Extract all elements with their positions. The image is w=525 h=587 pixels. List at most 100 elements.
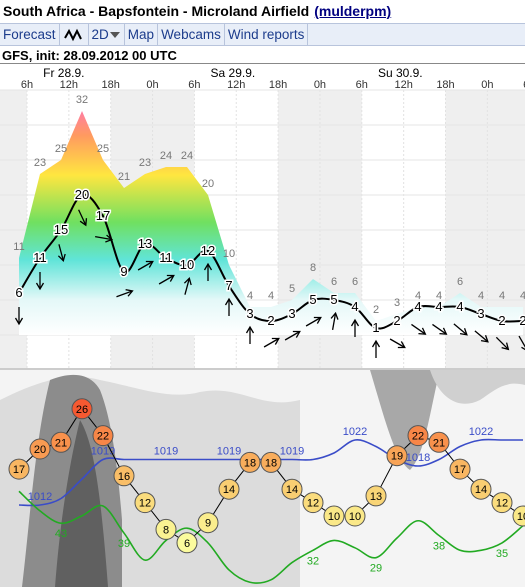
pressure-label: 1022: [469, 426, 493, 438]
tab-2d[interactable]: 2D: [89, 24, 125, 45]
temperature-point: [71, 398, 93, 420]
arrow-shaft: [158, 275, 174, 285]
wave-icon: [63, 28, 82, 41]
wind-arrow: [203, 262, 213, 281]
temperature-label: 10: [328, 511, 340, 523]
wind-label: 3: [246, 306, 253, 321]
dropdown-arrow: [109, 31, 120, 38]
arrow-head: [35, 282, 45, 291]
arrow-head: [418, 327, 427, 335]
wind-label: 3: [288, 306, 295, 321]
location-title: South Africa - Bapsfontein - Microland A…: [3, 3, 310, 19]
wind-arrow: [224, 297, 234, 316]
gust-label: 6: [457, 276, 463, 288]
gust-label: 4: [499, 290, 505, 302]
cloud-right-light: [430, 370, 525, 404]
gust-label: 23: [34, 157, 46, 169]
gust-label: 25: [55, 143, 67, 155]
temperature-label: 22: [412, 431, 424, 443]
gust-area: [19, 111, 523, 335]
temperature-label: 18: [244, 457, 256, 469]
temperature-label: 8: [163, 524, 169, 536]
wind-arrow: [57, 244, 66, 262]
plot-layer: 6h 12h 18h 0h 6h 12h 18h 0h 6h 12h 18h 0h 6h Fr 28.9.…: [8, 66, 525, 584]
tab-webcams[interactable]: Webcams: [158, 24, 225, 45]
temperature-label: 17: [13, 464, 25, 476]
wind-arrow: [158, 274, 175, 285]
arrow-shaft: [184, 279, 190, 295]
hour-label: 0h: [146, 79, 158, 91]
arrow-head: [459, 328, 468, 336]
gust-label: 4: [520, 290, 525, 302]
hour-label: 12h: [227, 79, 245, 91]
humidity-label: 29: [370, 563, 382, 575]
temperature-label: 16: [118, 471, 130, 483]
temperature-point: [512, 505, 525, 527]
temperature-label: 18: [265, 457, 277, 469]
arrow-head: [166, 274, 175, 282]
temperature-label: 21: [55, 437, 67, 449]
wind-arrow: [518, 335, 525, 352]
arrow-head: [350, 318, 360, 327]
tab-graph-icon[interactable]: [60, 24, 89, 45]
temperature-point: [197, 512, 219, 534]
arrow-head: [57, 253, 66, 262]
arrow-head: [480, 335, 489, 343]
temperature-label: 10: [517, 511, 525, 523]
wind-arrow: [35, 272, 45, 291]
pressure-label: 1019: [91, 446, 115, 458]
temperature-label: 20: [34, 444, 46, 456]
wind-arrow: [371, 339, 381, 358]
wind-curve: [18, 193, 524, 330]
wind-arrow: [432, 323, 448, 335]
pressure-label: 1019: [217, 446, 241, 458]
wind-arrow: [284, 330, 301, 341]
wind-label: 15: [54, 222, 68, 237]
arrow-shaft: [284, 331, 300, 341]
meteogram: 6h 12h 18h 0h 6h 12h 18h 0h 6h 12h 18h 0h 6h Fr 28.9.…: [0, 66, 525, 587]
arrow-shaft: [432, 323, 446, 335]
wind-label: 20: [75, 187, 89, 202]
wind-label: 10: [180, 257, 194, 272]
temperature-point: [113, 465, 135, 487]
temperature-point: [281, 478, 303, 500]
temperature-label: 22: [97, 431, 109, 443]
humidity-label: 32: [307, 555, 319, 567]
arrow-shaft: [411, 323, 425, 335]
hour-label: 18h: [269, 79, 287, 91]
user-link[interactable]: (mulderpm): [314, 3, 392, 19]
temperature-point: [260, 451, 282, 473]
gust-label: 8: [310, 262, 316, 274]
gust-label: 4: [478, 290, 484, 302]
wind-label: 4: [456, 299, 463, 314]
wind-arrow: [474, 330, 489, 343]
pressure-label: 1022: [343, 426, 367, 438]
temperature-point: [449, 458, 471, 480]
tab-forecast[interactable]: Forecast: [0, 24, 60, 45]
wind-label: 2: [393, 313, 400, 328]
arrow-head: [224, 297, 234, 306]
tab-2d-label: 2D: [91, 27, 109, 42]
pressure-label: 1012: [28, 491, 52, 503]
temperature-label: 21: [433, 437, 445, 449]
humidity-label: 39: [118, 538, 130, 550]
wind-label: 11: [159, 250, 173, 265]
wind-label: 2: [498, 313, 505, 328]
tab-wind-reports[interactable]: Wind reports: [225, 24, 309, 45]
wind-label: 6: [15, 285, 22, 300]
arrow-shaft: [305, 317, 321, 327]
wind-arrow: [263, 337, 280, 348]
hour-label: 6h: [21, 79, 33, 91]
wind-arrow: [330, 311, 339, 330]
temperature-point: [239, 451, 261, 473]
arrow-head: [292, 330, 301, 338]
wind-label: 4: [414, 299, 421, 314]
cloud-darker: [55, 420, 108, 587]
temperature-point: [491, 492, 513, 514]
wind-label: 5: [309, 292, 316, 307]
temperature-point: [29, 438, 51, 460]
arrow-shaft: [263, 338, 279, 348]
tab-map[interactable]: Map: [125, 24, 159, 45]
arrow-shaft: [137, 261, 153, 271]
arrow-head: [501, 342, 510, 351]
